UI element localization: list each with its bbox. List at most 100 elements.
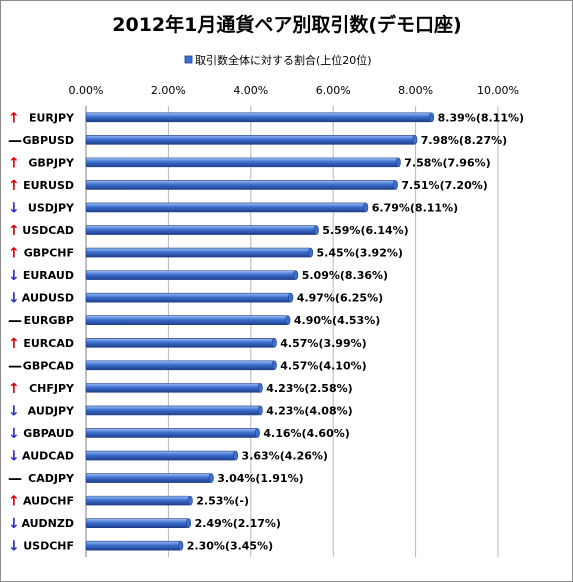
legend: 取引数全体に対する割合(上位20位) bbox=[184, 53, 372, 67]
bar bbox=[85, 270, 297, 280]
bar bbox=[85, 450, 236, 461]
data-label: 4.90%(4.53%) bbox=[294, 314, 380, 327]
x-tick-label: 6.00% bbox=[316, 84, 351, 97]
trend-flat-icon: — bbox=[8, 313, 22, 329]
data-label: 4.57%(4.10%) bbox=[280, 359, 366, 372]
data-label: 4.23%(4.08%) bbox=[266, 404, 352, 417]
bar-cap bbox=[429, 112, 435, 123]
bar bbox=[85, 292, 292, 303]
bar bbox=[85, 112, 432, 123]
bar-cap bbox=[257, 405, 263, 416]
chart-title: 2012年1月通貨ペア別取引数(デモ口座) bbox=[112, 13, 461, 36]
trend-down-icon: ↓ bbox=[8, 426, 20, 442]
bar bbox=[85, 540, 182, 551]
category-label: AUDNZD bbox=[21, 517, 74, 530]
value-labels: 8.39%(8.11%) 7.98%(8.27%) 7.58%(7.96%) 7.51… bbox=[187, 111, 524, 552]
category-label: EURAUD bbox=[23, 269, 74, 282]
trend-up-icon: ↑ bbox=[8, 110, 20, 126]
data-label: 4.16%(4.60%) bbox=[263, 427, 349, 440]
bar-cap bbox=[288, 292, 294, 303]
data-label: 3.04%(1.91%) bbox=[217, 472, 303, 485]
data-label: 7.51%(7.20%) bbox=[401, 179, 487, 192]
trend-up-icon: ↑ bbox=[8, 223, 20, 239]
bar bbox=[85, 315, 289, 326]
category-label: USDCHF bbox=[23, 540, 74, 553]
x-tick-label: 10.00% bbox=[477, 84, 519, 97]
category-label: USDCAD bbox=[22, 224, 74, 237]
legend-swatch bbox=[184, 55, 193, 64]
trend-flat-icon: — bbox=[8, 358, 22, 374]
bar bbox=[85, 405, 261, 416]
category-label: GBPUSD bbox=[23, 134, 74, 147]
data-label: 4.57%(3.99%) bbox=[280, 337, 366, 350]
bar-cap bbox=[395, 157, 401, 168]
category-label: CADJPY bbox=[28, 472, 75, 485]
bar-cap bbox=[308, 247, 314, 258]
category-label: AUDCAD bbox=[22, 450, 74, 463]
trend-up-icon: ↑ bbox=[8, 494, 20, 510]
bar-cap bbox=[187, 495, 193, 506]
trend-down-icon: ↓ bbox=[8, 449, 20, 465]
bar bbox=[85, 225, 317, 235]
bar-cap bbox=[293, 270, 299, 280]
x-tick-label: 0.00% bbox=[69, 84, 104, 97]
bar bbox=[85, 157, 399, 168]
trend-down-icon: ↓ bbox=[8, 539, 20, 555]
x-tick-label: 2.00% bbox=[151, 84, 186, 97]
category-label: AUDJPY bbox=[28, 404, 75, 417]
trend-down-icon: ↓ bbox=[8, 268, 20, 284]
category-label: GBPAUD bbox=[23, 427, 74, 440]
data-label: 8.39%(8.11%) bbox=[438, 111, 524, 124]
bar-cap bbox=[186, 518, 192, 528]
bar-cap bbox=[285, 315, 291, 326]
data-label: 5.09%(8.36%) bbox=[302, 269, 388, 282]
bar bbox=[85, 360, 275, 371]
category-label: EURGBP bbox=[24, 314, 74, 327]
data-label: 3.63%(4.26%) bbox=[242, 450, 328, 463]
trend-flat-icon: — bbox=[8, 133, 22, 149]
bar-cap bbox=[412, 135, 418, 145]
bar-cap bbox=[363, 202, 369, 213]
trend-up-icon: ↑ bbox=[8, 336, 20, 352]
data-label: 7.98%(8.27%) bbox=[421, 134, 507, 147]
bar bbox=[85, 135, 416, 145]
bar-cap bbox=[271, 360, 277, 371]
category-label: USDJPY bbox=[28, 201, 75, 214]
data-label: 2.49%(2.17%) bbox=[195, 517, 281, 530]
bar-cap bbox=[271, 337, 277, 348]
category-label: GBPCAD bbox=[23, 359, 74, 372]
category-label: GBPCHF bbox=[24, 247, 74, 260]
data-label: 7.58%(7.96%) bbox=[404, 156, 490, 169]
bar-cap bbox=[208, 473, 214, 483]
bar bbox=[85, 428, 258, 438]
bar-cap bbox=[178, 540, 184, 551]
bar bbox=[85, 180, 396, 190]
category-label: EURUSD bbox=[23, 179, 74, 192]
bar bbox=[85, 518, 189, 528]
data-label: 4.97%(6.25%) bbox=[297, 292, 383, 305]
trend-down-icon: ↓ bbox=[8, 291, 20, 307]
category-label: EURJPY bbox=[29, 111, 75, 124]
grid bbox=[85, 106, 499, 557]
trend-up-icon: ↑ bbox=[8, 246, 20, 262]
category-label: CHFJPY bbox=[29, 382, 75, 395]
bar bbox=[85, 473, 212, 483]
bar bbox=[85, 202, 367, 213]
category-labels: ↑ EURJPY— GBPUSD↑ GBPJPY↑ EURUSD↓ USDJPY↑ USDC… bbox=[8, 110, 75, 554]
data-label: 2.53%(-) bbox=[196, 495, 249, 508]
bar-cap bbox=[313, 225, 319, 235]
data-label: 2.30%(3.45%) bbox=[187, 540, 273, 553]
x-tick-label: 8.00% bbox=[398, 84, 433, 97]
bar-cap bbox=[257, 383, 263, 393]
data-label: 5.45%(3.92%) bbox=[317, 247, 403, 260]
trend-down-icon: ↓ bbox=[8, 516, 20, 532]
data-label: 6.79%(8.11%) bbox=[372, 201, 458, 214]
trend-up-icon: ↑ bbox=[8, 155, 20, 171]
category-label: EURCAD bbox=[23, 337, 74, 350]
trend-up-icon: ↑ bbox=[8, 178, 20, 194]
bar bbox=[85, 337, 275, 348]
category-label: GBPJPY bbox=[28, 156, 75, 169]
category-label: AUDCHF bbox=[23, 495, 74, 508]
